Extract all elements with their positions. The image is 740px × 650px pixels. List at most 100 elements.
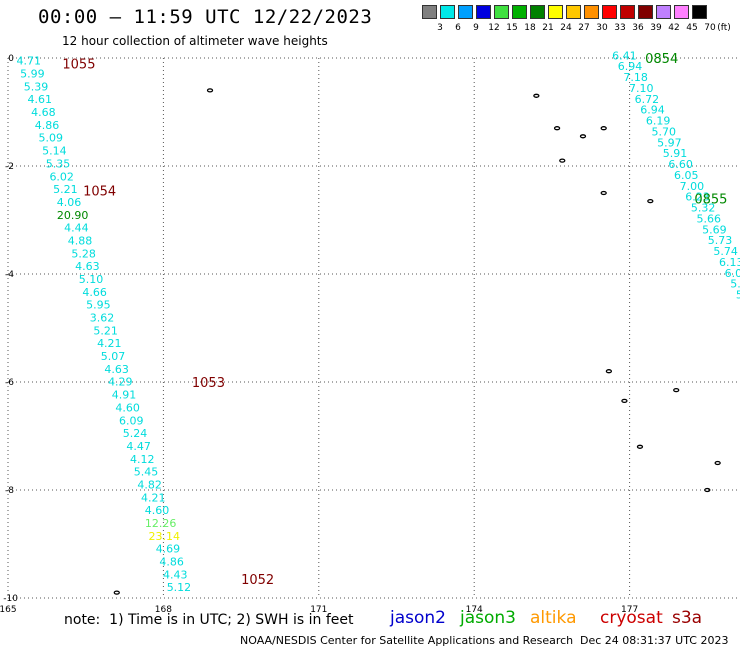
lat-tick--2: -2 <box>5 162 14 172</box>
legend-swatch-27 <box>566 5 581 19</box>
sat-label-jason2: jason2 <box>390 608 446 628</box>
track-east-swh-14: 5.32 <box>691 202 716 215</box>
island-j <box>673 387 680 393</box>
track-east-swh-2: 7.18 <box>623 71 648 84</box>
track-west-swh-28: 6.09 <box>119 414 144 427</box>
island-l <box>636 444 644 449</box>
legend-label-9: 9 <box>473 23 479 33</box>
legend-label-39: 39 <box>650 23 662 33</box>
track-east-swh-13: 6.23 <box>685 191 710 204</box>
track-west-swh-40: 4.43 <box>163 568 188 581</box>
island-a <box>206 88 214 93</box>
lat-tick-0: 0 <box>8 54 14 64</box>
page-subtitle: 12 hour collection of altimeter wave hei… <box>62 34 328 48</box>
legend-swatch-18 <box>512 5 527 19</box>
track-east-swh-18: 5.74 <box>713 245 738 258</box>
track-west-swh-25: 4.29 <box>108 376 133 389</box>
track-west-swh-41: 5.12 <box>167 581 192 594</box>
track-east-swh-3: 7.10 <box>629 82 654 95</box>
track-east-swh-10: 6.60 <box>668 158 693 171</box>
legend-label-15: 15 <box>506 23 518 33</box>
legend-label-18: 18 <box>524 23 536 33</box>
legend-label-6: 6 <box>455 23 461 33</box>
track-west-swh-0: 4.71 <box>16 55 41 68</box>
legend-swatch-30 <box>584 5 599 19</box>
legend-label-33: 33 <box>614 23 626 33</box>
track-west-swh-23: 5.07 <box>101 350 126 363</box>
footer-timestamp: Dec 24 08:31:37 UTC 2023 <box>580 634 729 647</box>
track-east-swh-9: 5.91 <box>663 147 688 160</box>
track-east-swh-11: 6.05 <box>674 169 699 182</box>
track-west-swh-1: 5.99 <box>20 68 45 81</box>
track-east-swh-4: 6.72 <box>635 93 660 106</box>
legend-swatch-42 <box>656 5 671 19</box>
island-d <box>579 134 587 139</box>
legend-unit: (ft) <box>717 23 731 33</box>
track-west-swh-29: 5.24 <box>123 427 148 440</box>
track-west-swh-16: 4.63 <box>75 260 100 273</box>
legend-label-30: 30 <box>596 23 608 33</box>
legend-label-21: 21 <box>542 23 554 33</box>
track-west-swh-30: 4.47 <box>126 440 151 453</box>
legend-swatch-21 <box>530 5 545 19</box>
track-east-swh-21: 5.79 <box>730 278 740 291</box>
island-e <box>600 126 607 131</box>
lon-tick-177: 177 <box>621 605 638 615</box>
track-west-swh-15: 5.28 <box>71 247 96 260</box>
track-west-swh-22: 4.21 <box>97 337 122 350</box>
island-g <box>600 190 607 196</box>
lat-tick--10: -10 <box>3 594 18 604</box>
track-west-swh-18: 4.66 <box>82 286 107 299</box>
track-west-swh-7: 5.14 <box>42 145 67 158</box>
legend-swatch-45 <box>674 5 689 19</box>
sat-label-s3a: s3a <box>672 608 703 628</box>
track-east-swh-8: 5.97 <box>657 136 682 149</box>
island-k <box>621 398 628 404</box>
track-west-swh-19: 5.95 <box>86 299 111 312</box>
legend-swatch-6 <box>440 5 455 19</box>
legend-label-70: 70 <box>704 23 716 33</box>
island-m <box>714 460 721 466</box>
island-i <box>605 369 613 374</box>
lat-tick--4: -4 <box>5 270 14 280</box>
track-west-swh-14: 4.88 <box>68 234 93 247</box>
legend-swatch-3 <box>422 5 437 19</box>
pass-label-1053: 1053 <box>192 376 225 391</box>
track-east-swh-19: 6.13 <box>719 256 740 269</box>
track-west-swh-2: 5.39 <box>24 80 49 93</box>
pass-label-1055: 1055 <box>62 57 95 72</box>
footer-credit: NOAA/NESDIS Center for Satellite Applica… <box>240 634 574 647</box>
legend-label-12: 12 <box>488 23 500 33</box>
lon-tick-165: 165 <box>0 605 17 615</box>
pass-label-1052: 1052 <box>241 573 274 588</box>
track-west-swh-32: 5.45 <box>134 466 159 479</box>
lon-tick-168: 168 <box>155 605 172 615</box>
legend-label-45: 45 <box>686 23 698 33</box>
legend-label-36: 36 <box>632 23 644 33</box>
track-west-swh-3: 4.61 <box>27 93 52 106</box>
track-east-swh-17: 5.73 <box>708 234 733 247</box>
track-west-swh-6: 5.09 <box>38 132 63 145</box>
legend-swatch-15 <box>494 5 509 19</box>
island-h <box>647 198 654 204</box>
note-text: note: 1) Time is in UTC; 2) SWH is in fe… <box>64 612 354 628</box>
track-west-swh-26: 4.91 <box>112 389 137 402</box>
track-west-swh-37: 23.14 <box>149 530 181 543</box>
island-n <box>704 487 711 493</box>
track-east-swh-16: 5.69 <box>702 223 727 236</box>
track-west-swh-20: 3.62 <box>90 312 115 325</box>
island-c <box>553 126 561 131</box>
island-f <box>559 158 566 163</box>
legend-swatch-70 <box>692 5 707 19</box>
track-west-swh-36: 12.26 <box>145 517 177 530</box>
track-west-swh-12: 20.90 <box>57 209 89 222</box>
track-west-swh-39: 4.86 <box>159 556 184 569</box>
track-west-swh-38: 4.69 <box>156 543 181 556</box>
track-east-swh-0: 6.41 <box>612 49 637 62</box>
page-title: 00:00 – 11:59 UTC 12/22/2023 <box>38 6 373 28</box>
legend-swatch-12 <box>476 5 491 19</box>
legend-swatch-36 <box>620 5 635 19</box>
track-west-swh-13: 4.44 <box>64 222 89 235</box>
sat-label-cryosat: cryosat <box>600 608 663 628</box>
